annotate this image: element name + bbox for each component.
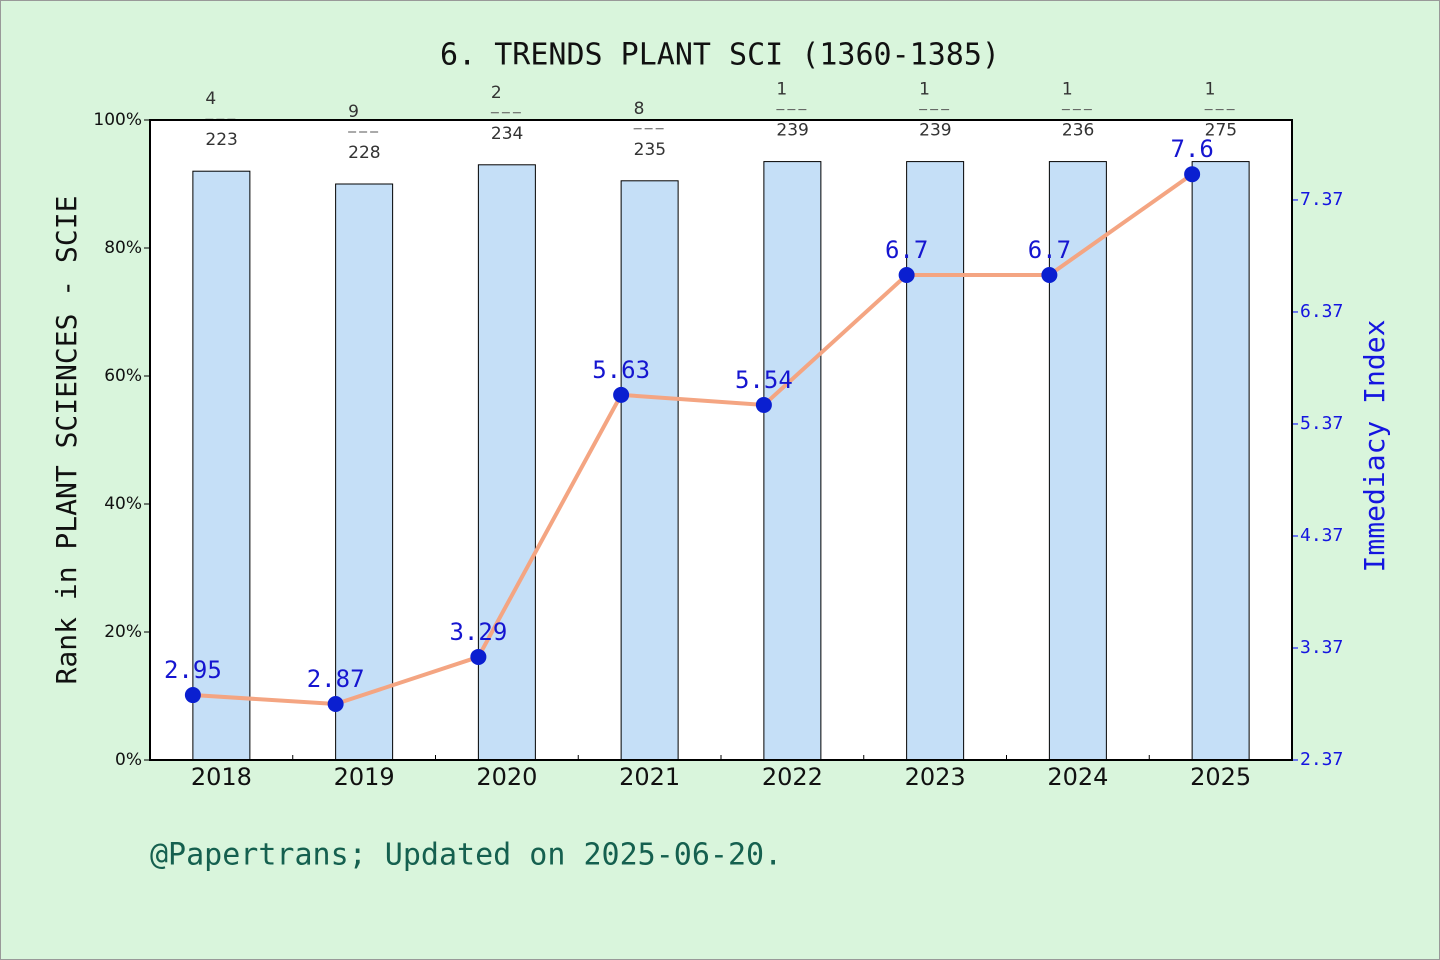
y2-tick-label: 7.37 bbox=[1300, 189, 1343, 210]
value-label: 5.54 bbox=[735, 366, 793, 394]
chart-title: 6. TRENDS PLANT SCI (1360-1385) bbox=[440, 38, 1000, 73]
marker bbox=[470, 648, 487, 665]
bar bbox=[1191, 161, 1250, 761]
y2-tick-label: 2.37 bbox=[1300, 749, 1343, 770]
plot-frame bbox=[149, 119, 1293, 761]
value-label: 7.6 bbox=[1170, 135, 1213, 163]
footer: @Papertrans; Updated on 2025-06-20. bbox=[150, 838, 782, 873]
x-tick-label: 2018 bbox=[191, 763, 252, 791]
bar bbox=[1048, 161, 1107, 761]
bar bbox=[620, 180, 679, 761]
total-label: 228 bbox=[348, 143, 380, 163]
bar bbox=[477, 164, 536, 761]
bar bbox=[192, 170, 251, 761]
y-tick-label: 60% bbox=[104, 366, 142, 386]
rank-label: 2 bbox=[491, 83, 502, 103]
marker bbox=[755, 396, 772, 413]
total-label: 239 bbox=[919, 121, 951, 141]
marker bbox=[327, 695, 344, 712]
x-tick-label: 2020 bbox=[476, 763, 537, 791]
x-tick-label: 2022 bbox=[762, 763, 823, 791]
value-label: 2.87 bbox=[307, 665, 365, 693]
marker bbox=[613, 386, 630, 403]
marker bbox=[1184, 166, 1201, 183]
y2-tick-label: 3.37 bbox=[1300, 637, 1343, 658]
total-label: 239 bbox=[776, 121, 808, 141]
total-label: 236 bbox=[1062, 121, 1094, 141]
rank-label: 8 bbox=[634, 99, 645, 119]
value-label: 5.63 bbox=[592, 356, 650, 384]
x-tick-label: 2024 bbox=[1047, 763, 1108, 791]
y2-tick-label: 4.37 bbox=[1300, 525, 1343, 546]
rank-label: 1 bbox=[919, 80, 930, 100]
y-axis-label: Rank in PLANT SCIENCES - SCIE bbox=[50, 196, 83, 685]
bar bbox=[906, 161, 965, 761]
x-tick-label: 2023 bbox=[905, 763, 966, 791]
y-tick-label: 0% bbox=[115, 750, 142, 770]
marker bbox=[898, 267, 915, 284]
bar bbox=[763, 161, 822, 761]
value-label: 3.29 bbox=[449, 618, 507, 646]
rank-label: 1 bbox=[776, 80, 787, 100]
y-tick-label: 20% bbox=[104, 622, 142, 642]
total-label: 234 bbox=[491, 124, 523, 144]
y2-tick-label: 5.37 bbox=[1300, 413, 1343, 434]
rank-label: 1 bbox=[1062, 80, 1073, 100]
y2-tick-label: 6.37 bbox=[1300, 301, 1343, 322]
total-label: 235 bbox=[634, 140, 666, 160]
y-tick-label: 100% bbox=[93, 110, 142, 130]
rank-label: 4 bbox=[205, 89, 216, 109]
value-label: 6.7 bbox=[1028, 236, 1071, 264]
marker bbox=[1041, 267, 1058, 284]
value-label: 6.7 bbox=[885, 236, 928, 264]
rank-label: 9 bbox=[348, 102, 359, 122]
x-tick-label: 2021 bbox=[619, 763, 680, 791]
value-label: 2.95 bbox=[164, 656, 222, 684]
line bbox=[192, 172, 1194, 707]
x-tick-label: 2019 bbox=[334, 763, 395, 791]
total-label: 223 bbox=[205, 130, 237, 150]
marker bbox=[184, 687, 201, 704]
y-tick-label: 40% bbox=[104, 494, 142, 514]
rank-label: 1 bbox=[1205, 80, 1216, 100]
y2-axis-label: Immediacy Index bbox=[1358, 320, 1391, 573]
y-tick-label: 80% bbox=[104, 238, 142, 258]
total-label: 275 bbox=[1205, 121, 1237, 141]
x-tick-label: 2025 bbox=[1190, 763, 1251, 791]
